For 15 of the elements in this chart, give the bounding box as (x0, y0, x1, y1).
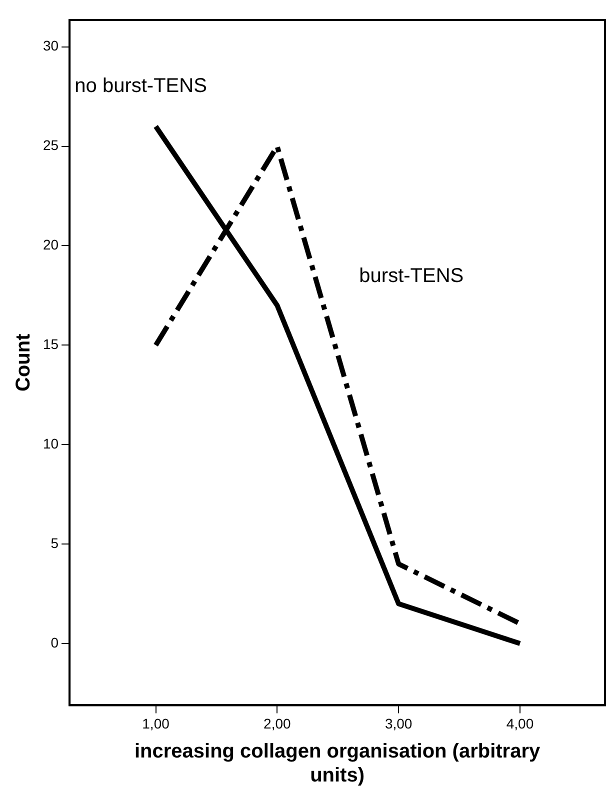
y-tick-label: 30 (42, 38, 59, 54)
y-tick-label: 25 (42, 137, 59, 154)
series-label: burst-TENS (359, 264, 464, 287)
y-tick-label: 5 (50, 534, 59, 551)
y-axis-title: Count (12, 333, 35, 392)
y-tick-label: 15 (42, 336, 59, 352)
x-axis-title: increasing collagen organisation (arbitrary units) (134, 740, 541, 787)
x-tick-label: 1,00 (142, 715, 170, 732)
x-tick-label: 2,00 (264, 715, 292, 732)
x-tick-label: 4,00 (506, 715, 534, 732)
x-tick-label: 3,00 (384, 715, 412, 732)
y-tick-label: 0 (50, 634, 59, 650)
y-tick-label: 20 (42, 236, 59, 253)
text: no burst-TENS (74, 74, 207, 97)
y-tick-label: 10 (42, 436, 59, 452)
